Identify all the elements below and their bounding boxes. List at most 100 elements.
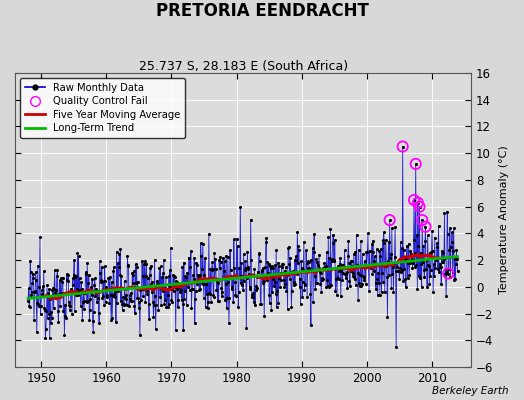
Point	[175, 284, 183, 290]
Point	[301, 280, 309, 287]
Point	[416, 204, 424, 210]
Point	[253, 274, 261, 280]
Point	[395, 268, 403, 274]
Point	[440, 256, 448, 263]
Point	[117, 272, 126, 279]
Point	[428, 228, 436, 235]
Point	[148, 279, 157, 285]
Point	[398, 143, 407, 150]
Point	[392, 258, 401, 265]
Point	[61, 312, 70, 319]
Point	[435, 260, 444, 267]
Point	[396, 265, 404, 272]
Point	[163, 286, 171, 292]
Point	[439, 250, 447, 256]
Point	[199, 281, 208, 287]
Point	[418, 284, 426, 290]
Point	[28, 280, 37, 286]
Point	[207, 298, 215, 305]
Point	[106, 292, 115, 298]
Point	[342, 275, 350, 282]
Point	[61, 302, 69, 309]
Point	[244, 264, 252, 270]
Point	[268, 288, 277, 295]
Point	[215, 257, 223, 263]
Point	[190, 276, 198, 282]
Point	[185, 286, 194, 293]
Point	[246, 284, 254, 291]
Point	[332, 265, 340, 271]
Point	[334, 276, 343, 282]
Point	[259, 265, 267, 272]
Point	[141, 272, 150, 279]
Point	[364, 263, 373, 270]
Point	[28, 288, 36, 295]
Point	[381, 237, 390, 244]
Point	[156, 294, 164, 300]
Point	[182, 302, 191, 308]
Point	[79, 290, 88, 296]
Point	[258, 280, 267, 286]
Point	[386, 217, 394, 223]
Point	[103, 292, 112, 298]
Point	[34, 263, 42, 269]
Point	[30, 288, 39, 295]
Point	[154, 307, 162, 313]
Point	[431, 234, 439, 241]
Point	[76, 287, 84, 293]
Point	[383, 274, 391, 280]
Point	[226, 267, 235, 274]
Point	[305, 264, 313, 271]
Point	[168, 286, 177, 292]
Point	[236, 273, 244, 280]
Point	[438, 259, 446, 265]
Point	[323, 283, 332, 290]
Point	[60, 332, 69, 338]
Point	[355, 247, 363, 253]
Point	[119, 294, 127, 300]
Point	[132, 261, 140, 267]
Point	[333, 263, 342, 269]
Point	[43, 315, 52, 321]
Point	[67, 286, 75, 292]
Point	[311, 285, 320, 292]
Point	[224, 279, 233, 285]
Point	[312, 280, 321, 286]
Point	[54, 319, 63, 326]
Point	[278, 261, 286, 267]
Point	[346, 258, 355, 264]
Point	[299, 267, 308, 274]
Point	[191, 296, 200, 302]
Point	[428, 247, 436, 254]
Point	[178, 264, 187, 270]
Point	[52, 292, 60, 298]
Point	[124, 263, 132, 270]
Point	[191, 320, 199, 326]
Point	[313, 258, 322, 265]
Point	[347, 258, 356, 264]
Point	[72, 292, 80, 298]
Point	[150, 256, 159, 263]
Point	[236, 204, 245, 210]
Point	[257, 268, 266, 274]
Point	[289, 279, 298, 285]
Point	[86, 307, 94, 313]
Point	[91, 293, 100, 299]
Point	[240, 277, 248, 284]
Point	[245, 271, 253, 277]
Point	[452, 261, 460, 268]
Point	[401, 254, 409, 261]
Point	[417, 260, 425, 267]
Point	[350, 274, 358, 280]
Point	[263, 277, 271, 283]
Point	[451, 276, 460, 282]
Point	[86, 296, 95, 302]
Point	[200, 272, 209, 278]
Point	[166, 267, 174, 273]
Point	[104, 287, 112, 293]
Point	[389, 288, 398, 295]
Point	[136, 286, 145, 293]
Point	[231, 292, 239, 298]
Point	[141, 299, 149, 305]
Point	[140, 286, 148, 292]
